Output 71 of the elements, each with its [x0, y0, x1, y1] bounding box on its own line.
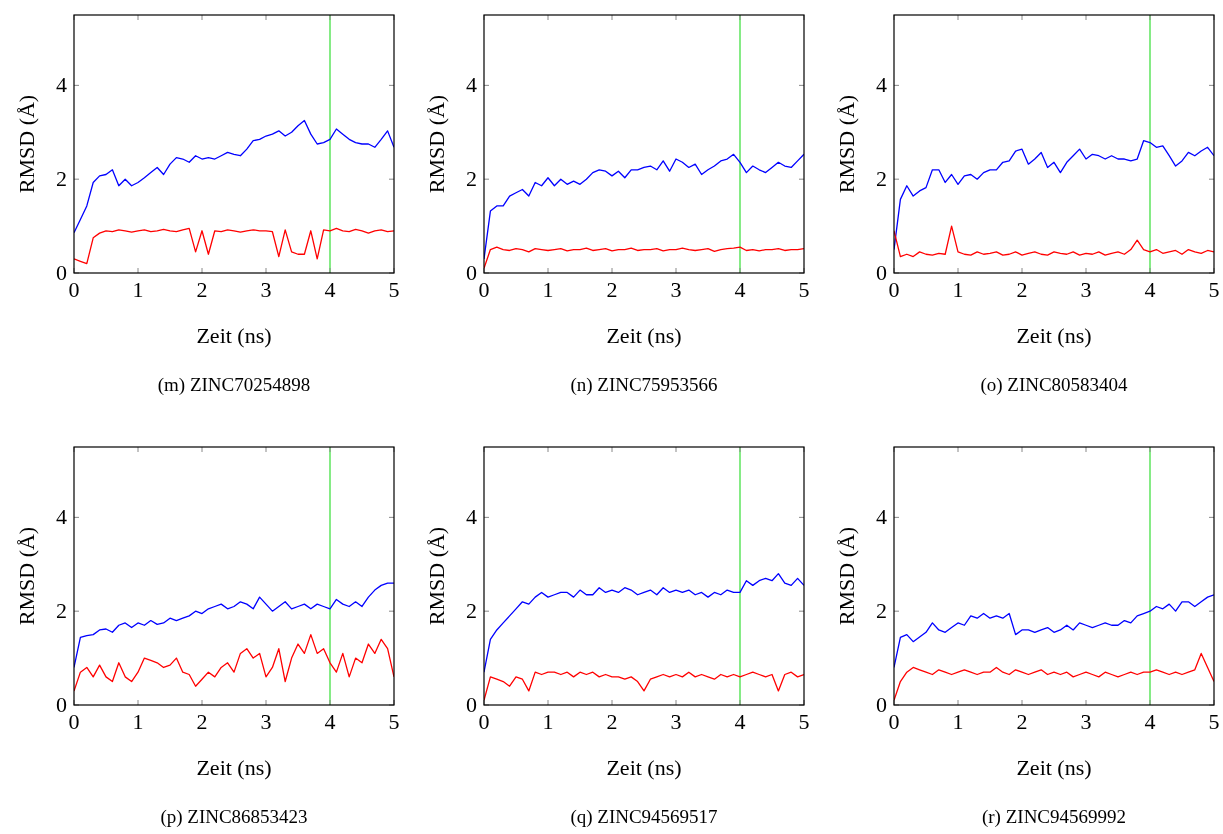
- line-series: [894, 652, 1214, 701]
- x-tick-label: 1: [542, 277, 554, 302]
- y-tick-label: 4: [56, 504, 67, 530]
- y-tick-label: 0: [56, 692, 67, 717]
- text: (q) ZINC94569517: [570, 806, 718, 828]
- y-tick-label: 2: [876, 598, 887, 624]
- x-tick-label: 5: [798, 277, 810, 302]
- text: (o) ZINC80583404: [980, 374, 1129, 396]
- text: (r) ZINC94569992: [981, 806, 1127, 828]
- y-tick-label: 2: [876, 166, 887, 192]
- x-axis-title: Zeit (ns): [1016, 323, 1092, 348]
- x-tick-label: 2: [606, 709, 618, 734]
- y-tick-label: 0: [466, 260, 477, 285]
- y-tick-label: 2: [56, 166, 67, 192]
- y-tick-label: 2: [56, 598, 67, 624]
- y-axis-title: RMSD (Å): [14, 94, 39, 194]
- y-tick-label: 2: [466, 598, 477, 624]
- y-tick-label: 0: [466, 692, 477, 717]
- x-tick-label: 5: [388, 709, 400, 734]
- x-tick-label: 4: [324, 277, 336, 302]
- x-tick-label: 3: [670, 709, 682, 734]
- line-series: [74, 227, 394, 265]
- y-tick-label: 4: [56, 72, 67, 98]
- x-tick-label: 1: [132, 709, 144, 734]
- y-axis-title: RMSD (Å): [14, 526, 39, 626]
- x-axis-title: Zeit (ns): [196, 755, 272, 780]
- x-tick-label: 4: [734, 709, 746, 734]
- line-series: [74, 119, 394, 234]
- x-tick-label: 1: [952, 277, 964, 302]
- x-tick-label: 2: [196, 709, 208, 734]
- x-axis-title: Zeit (ns): [606, 755, 682, 780]
- x-tick-label: 5: [1208, 277, 1220, 302]
- x-tick-label: 2: [196, 277, 208, 302]
- x-tick-label: 2: [1016, 709, 1028, 734]
- y-axis-title: RMSD (Å): [424, 526, 449, 626]
- y-axis-title: RMSD (Å): [834, 94, 859, 194]
- text: (m) ZINC70254898: [157, 374, 311, 396]
- text: (p) ZINC86853423: [160, 806, 308, 828]
- x-tick-label: 4: [1144, 709, 1156, 734]
- x-tick-label: 5: [388, 277, 400, 302]
- y-axis-title: RMSD (Å): [424, 94, 449, 194]
- x-axis-title: Zeit (ns): [606, 323, 682, 348]
- line-series: [484, 246, 804, 269]
- x-tick-label: 3: [1080, 709, 1092, 734]
- x-tick-label: 1: [132, 277, 144, 302]
- x-tick-label: 5: [1208, 709, 1220, 734]
- x-tick-label: 2: [606, 277, 618, 302]
- text: (n) ZINC75953566: [570, 374, 718, 396]
- y-tick-label: 0: [876, 692, 887, 717]
- y-tick-label: 0: [876, 260, 887, 285]
- y-tick-label: 4: [466, 504, 477, 530]
- y-tick-label: 4: [876, 504, 887, 530]
- x-tick-label: 2: [1016, 277, 1028, 302]
- y-axis-title: RMSD (Å): [834, 526, 859, 626]
- x-tick-label: 4: [734, 277, 746, 302]
- x-tick-label: 1: [542, 709, 554, 734]
- x-tick-label: 5: [798, 709, 810, 734]
- y-tick-label: 4: [876, 72, 887, 98]
- y-tick-label: 2: [466, 166, 477, 192]
- x-tick-label: 3: [670, 277, 682, 302]
- y-tick-label: 0: [56, 260, 67, 285]
- x-axis-title: Zeit (ns): [196, 323, 272, 348]
- x-tick-label: 3: [260, 709, 272, 734]
- x-tick-label: 4: [324, 709, 336, 734]
- x-axis-title: Zeit (ns): [1016, 755, 1092, 780]
- x-tick-label: 1: [952, 709, 964, 734]
- line-series: [894, 225, 1214, 258]
- y-tick-label: 4: [466, 72, 477, 98]
- x-tick-label: 3: [260, 277, 272, 302]
- x-tick-label: 3: [1080, 277, 1092, 302]
- x-tick-label: 4: [1144, 277, 1156, 302]
